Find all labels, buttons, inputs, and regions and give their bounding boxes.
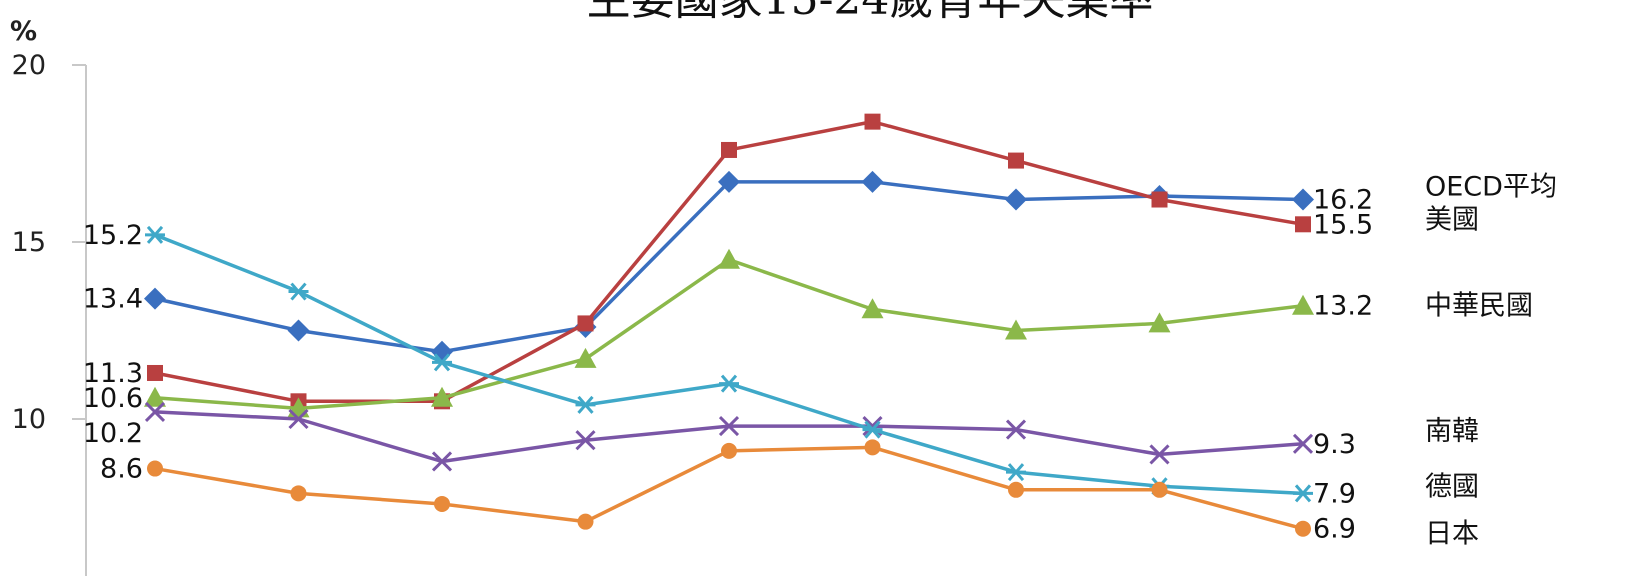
data-point [1151,481,1168,498]
data-point [861,298,884,319]
series-line [154,445,1304,531]
data-point [145,225,165,244]
data-point [719,374,739,393]
data-point [1149,444,1170,465]
data-point [1008,481,1024,498]
data-point [1005,319,1027,340]
data-point [718,170,740,193]
data-point [718,248,740,269]
data-point [147,460,163,477]
y-tick-label: 15 [12,227,46,258]
y-tick-label: 20 [12,50,46,81]
data-point [575,395,596,414]
data-point [577,513,594,530]
legend-label-中華民國: 中華民國 [1425,291,1533,322]
start-value-label: 10.6 [83,383,143,414]
series-日本 [147,439,1311,537]
data-point [862,420,883,439]
data-point [1005,419,1027,440]
data-point [144,287,166,310]
end-value-label: 9.3 [1313,429,1356,460]
data-point [144,401,166,422]
data-point [721,141,737,158]
data-point [287,319,310,342]
data-point [864,113,881,130]
data-point [144,386,166,407]
data-point [288,282,309,301]
start-value-label: 10.2 [83,418,143,449]
data-point [1151,191,1168,208]
start-value-label: 15.2 [83,220,143,251]
data-point [1292,433,1314,454]
data-point [1292,294,1314,315]
data-point [577,315,594,332]
data-point [288,408,309,430]
data-point [1148,312,1171,333]
data-point [432,353,452,372]
data-point [290,485,307,502]
data-point [1295,216,1311,233]
chart-title: 主要國家15-24歲青年失業率 [587,0,1154,25]
start-value-label: 13.4 [83,284,143,315]
data-point [864,439,881,456]
data-point [721,442,737,459]
data-point [1008,152,1024,169]
data-point [861,170,884,193]
data-point [434,495,450,512]
legend-label-德國: 德國 [1425,471,1479,502]
data-point [1292,188,1314,211]
data-point [718,416,740,437]
data-point [147,364,163,381]
data-point [1006,463,1026,482]
series-南韓 [144,401,1314,472]
data-point [575,430,596,451]
end-value-label: 13.2 [1313,291,1373,322]
legend-label-OECD平均: OECD平均 [1425,172,1557,203]
end-value-label: 16.2 [1313,185,1373,216]
legend-label-日本: 日本 [1425,519,1479,550]
data-point [574,347,597,368]
start-value-label: 11.3 [83,358,143,389]
legend-label-南韓: 南韓 [1425,416,1479,447]
data-point [1005,188,1027,211]
end-value-label: 6.9 [1313,514,1356,545]
data-point [431,451,453,472]
data-point [431,386,453,407]
end-value-label: 15.5 [1313,209,1373,240]
y-tick-label: 10 [12,404,46,435]
start-value-label: 8.6 [100,454,143,485]
end-value-label: 7.9 [1313,478,1356,509]
data-point [1295,520,1311,537]
data-point [1293,484,1313,503]
y-axis-unit: % [10,16,37,47]
legend-label-美國: 美國 [1425,204,1479,235]
